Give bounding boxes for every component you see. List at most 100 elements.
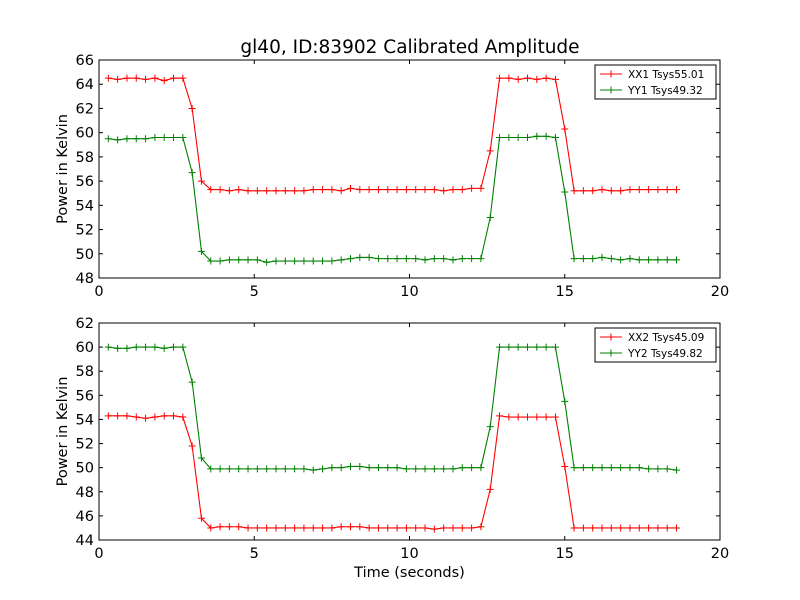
data-point — [523, 343, 531, 351]
data-point — [533, 75, 541, 83]
y-axis-label: Power in Kelvin — [55, 377, 71, 487]
data-point — [244, 465, 252, 473]
data-point — [430, 186, 438, 194]
data-point — [328, 257, 336, 265]
data-point — [607, 255, 615, 263]
data-point — [421, 256, 429, 264]
data-point — [486, 423, 494, 431]
y-tick-label: 50 — [76, 461, 94, 477]
data-point — [356, 253, 364, 261]
data-point — [300, 257, 308, 265]
data-point — [365, 524, 373, 532]
data-point — [654, 186, 662, 194]
data-point — [216, 186, 224, 194]
data-point — [505, 343, 513, 351]
legend: XX2 Tsys45.09 YY2 Tsys49.82 — [594, 327, 717, 363]
data-point — [365, 186, 373, 194]
x-tick-label: 20 — [711, 284, 729, 300]
data-point — [160, 344, 168, 352]
data-point — [654, 465, 662, 473]
data-point — [170, 74, 178, 82]
data-point — [458, 255, 466, 263]
data-point — [505, 134, 513, 142]
data-point — [197, 247, 205, 255]
data-point — [561, 462, 569, 470]
y-tick-label: 48 — [76, 485, 94, 501]
data-point — [626, 186, 634, 194]
data-point — [365, 253, 373, 261]
data-point — [160, 412, 168, 420]
data-point — [589, 255, 597, 263]
data-point — [207, 465, 215, 473]
data-point — [384, 524, 392, 532]
data-point — [263, 524, 271, 532]
data-point — [449, 256, 457, 264]
legend-marker — [607, 86, 615, 94]
data-point — [253, 465, 261, 473]
data-point — [244, 187, 252, 195]
data-point — [486, 147, 494, 155]
data-point — [179, 74, 187, 82]
data-point — [253, 187, 261, 195]
legend-frame — [594, 64, 717, 100]
data-point — [356, 523, 364, 531]
y-tick-label: 54 — [76, 412, 94, 428]
x-tick-label: 0 — [94, 284, 103, 300]
data-point — [309, 257, 317, 265]
data-point — [598, 186, 606, 194]
data-point — [151, 134, 159, 142]
data-point — [114, 136, 122, 144]
data-point — [337, 464, 345, 472]
data-point — [244, 256, 252, 264]
data-point — [458, 524, 466, 532]
data-point — [142, 414, 150, 422]
data-point — [663, 186, 671, 194]
data-point — [477, 523, 485, 531]
data-point — [309, 524, 317, 532]
data-point — [477, 255, 485, 263]
data-point — [523, 134, 531, 142]
data-point — [281, 524, 289, 532]
data-point — [551, 134, 559, 142]
data-point — [291, 524, 299, 532]
data-point — [337, 187, 345, 195]
data-point — [225, 465, 233, 473]
x-tick-label: 15 — [556, 284, 574, 300]
data-point — [617, 187, 625, 195]
data-point — [132, 135, 140, 143]
data-point — [635, 464, 643, 472]
y-tick-label: 44 — [76, 533, 94, 549]
data-point — [402, 186, 410, 194]
data-point — [402, 465, 410, 473]
data-point — [104, 135, 112, 143]
data-point — [272, 187, 280, 195]
data-point — [170, 134, 178, 142]
plot-frame — [98, 322, 721, 541]
data-point — [663, 524, 671, 532]
data-point — [225, 187, 233, 195]
y-tick-label: 52 — [76, 437, 94, 453]
data-point — [225, 523, 233, 531]
data-point — [570, 187, 578, 195]
data-point — [570, 524, 578, 532]
data-point — [123, 135, 131, 143]
data-point — [607, 464, 615, 472]
data-point — [123, 74, 131, 82]
data-point — [579, 464, 587, 472]
data-point — [393, 255, 401, 263]
data-point — [347, 523, 355, 531]
data-point — [253, 256, 261, 264]
data-point — [449, 465, 457, 473]
data-point — [104, 343, 112, 351]
data-point — [551, 343, 559, 351]
data-point — [496, 343, 504, 351]
data-point — [374, 524, 382, 532]
data-point — [635, 524, 643, 532]
data-point — [347, 462, 355, 470]
data-point — [365, 464, 373, 472]
y-tick-label: 50 — [76, 247, 94, 263]
plot-frame — [98, 59, 721, 279]
y-tick-label: 62 — [76, 101, 94, 117]
data-point — [440, 255, 448, 263]
